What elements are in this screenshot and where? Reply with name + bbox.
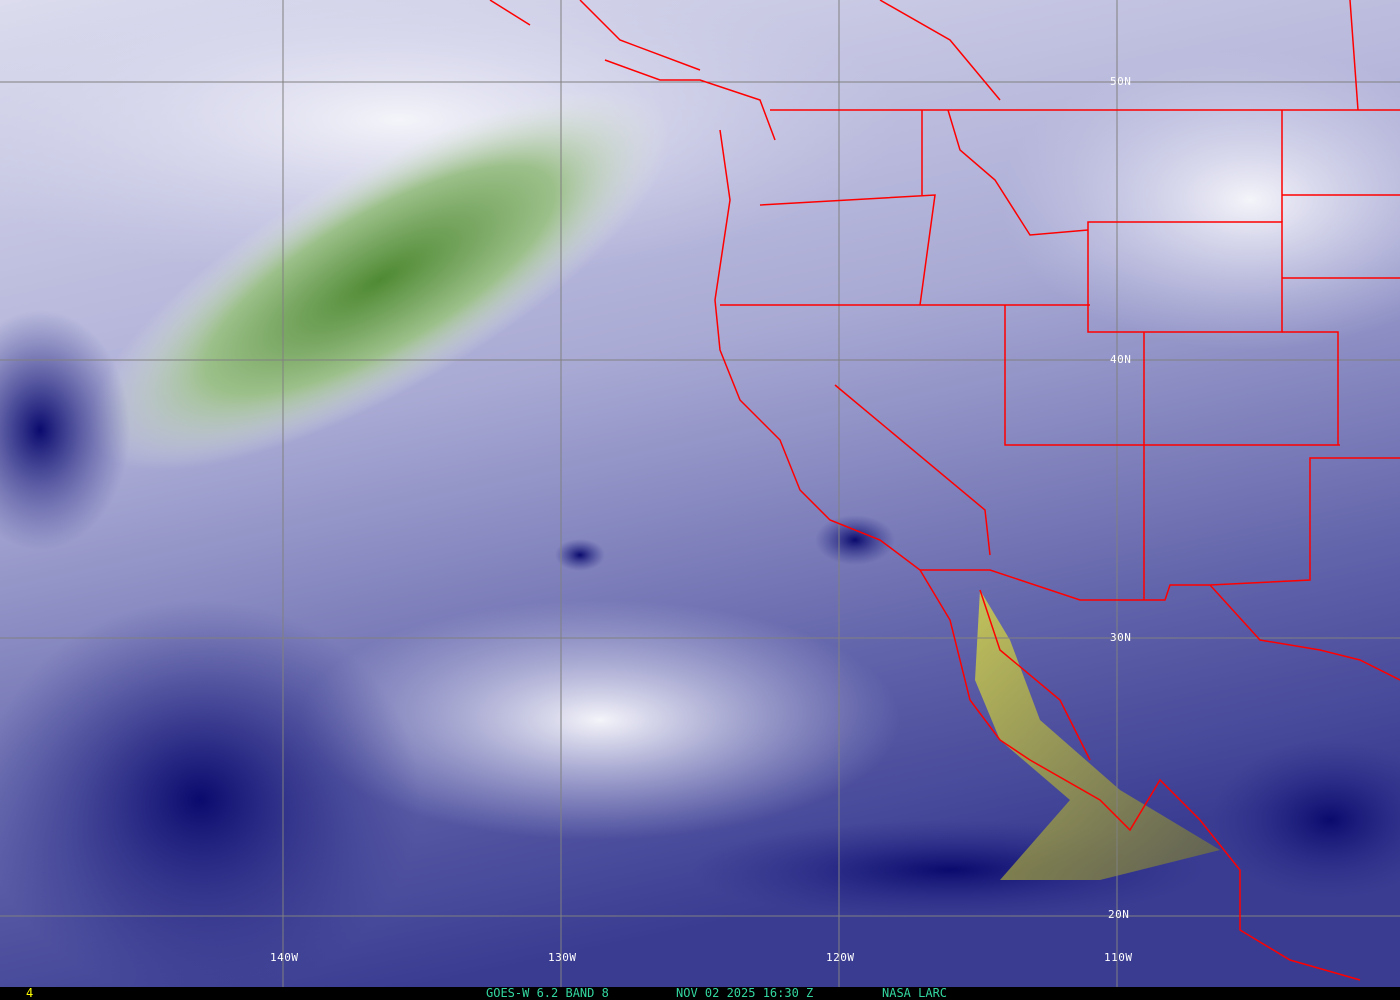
longitude-label-130w: 130W bbox=[548, 951, 577, 964]
moist-region bbox=[0, 600, 420, 987]
latitude-label-20n: 20N bbox=[1108, 908, 1130, 921]
longitude-label-140w: 140W bbox=[270, 951, 299, 964]
moist-region bbox=[0, 310, 130, 550]
longitude-label-120w: 120W bbox=[826, 951, 855, 964]
moist-region bbox=[1210, 740, 1400, 900]
very-dry-band bbox=[88, 89, 672, 471]
low-center bbox=[555, 539, 605, 571]
source: NASA LARC bbox=[882, 986, 948, 1000]
extreme-dry-plume bbox=[975, 590, 1220, 880]
longitude-label-110w: 110W bbox=[1104, 951, 1133, 964]
image-caption-bar: 4 GOES-W 6.2 BAND 8 NOV 02 2025 16:30 Z … bbox=[0, 987, 1400, 1000]
dry-region bbox=[300, 600, 900, 840]
datetime: NOV 02 2025 16:30 Z bbox=[676, 986, 814, 1000]
latitude-label-30n: 30N bbox=[1110, 631, 1132, 644]
frame-number: 4 bbox=[26, 986, 34, 1000]
political-borders bbox=[489, 0, 1400, 981]
dry-region bbox=[1000, 50, 1400, 350]
low-center bbox=[815, 515, 895, 565]
latitude-label-40n: 40N bbox=[1110, 353, 1132, 366]
latitude-label-50n: 50N bbox=[1110, 75, 1132, 88]
satellite-band: GOES-W 6.2 BAND 8 bbox=[486, 986, 609, 1000]
